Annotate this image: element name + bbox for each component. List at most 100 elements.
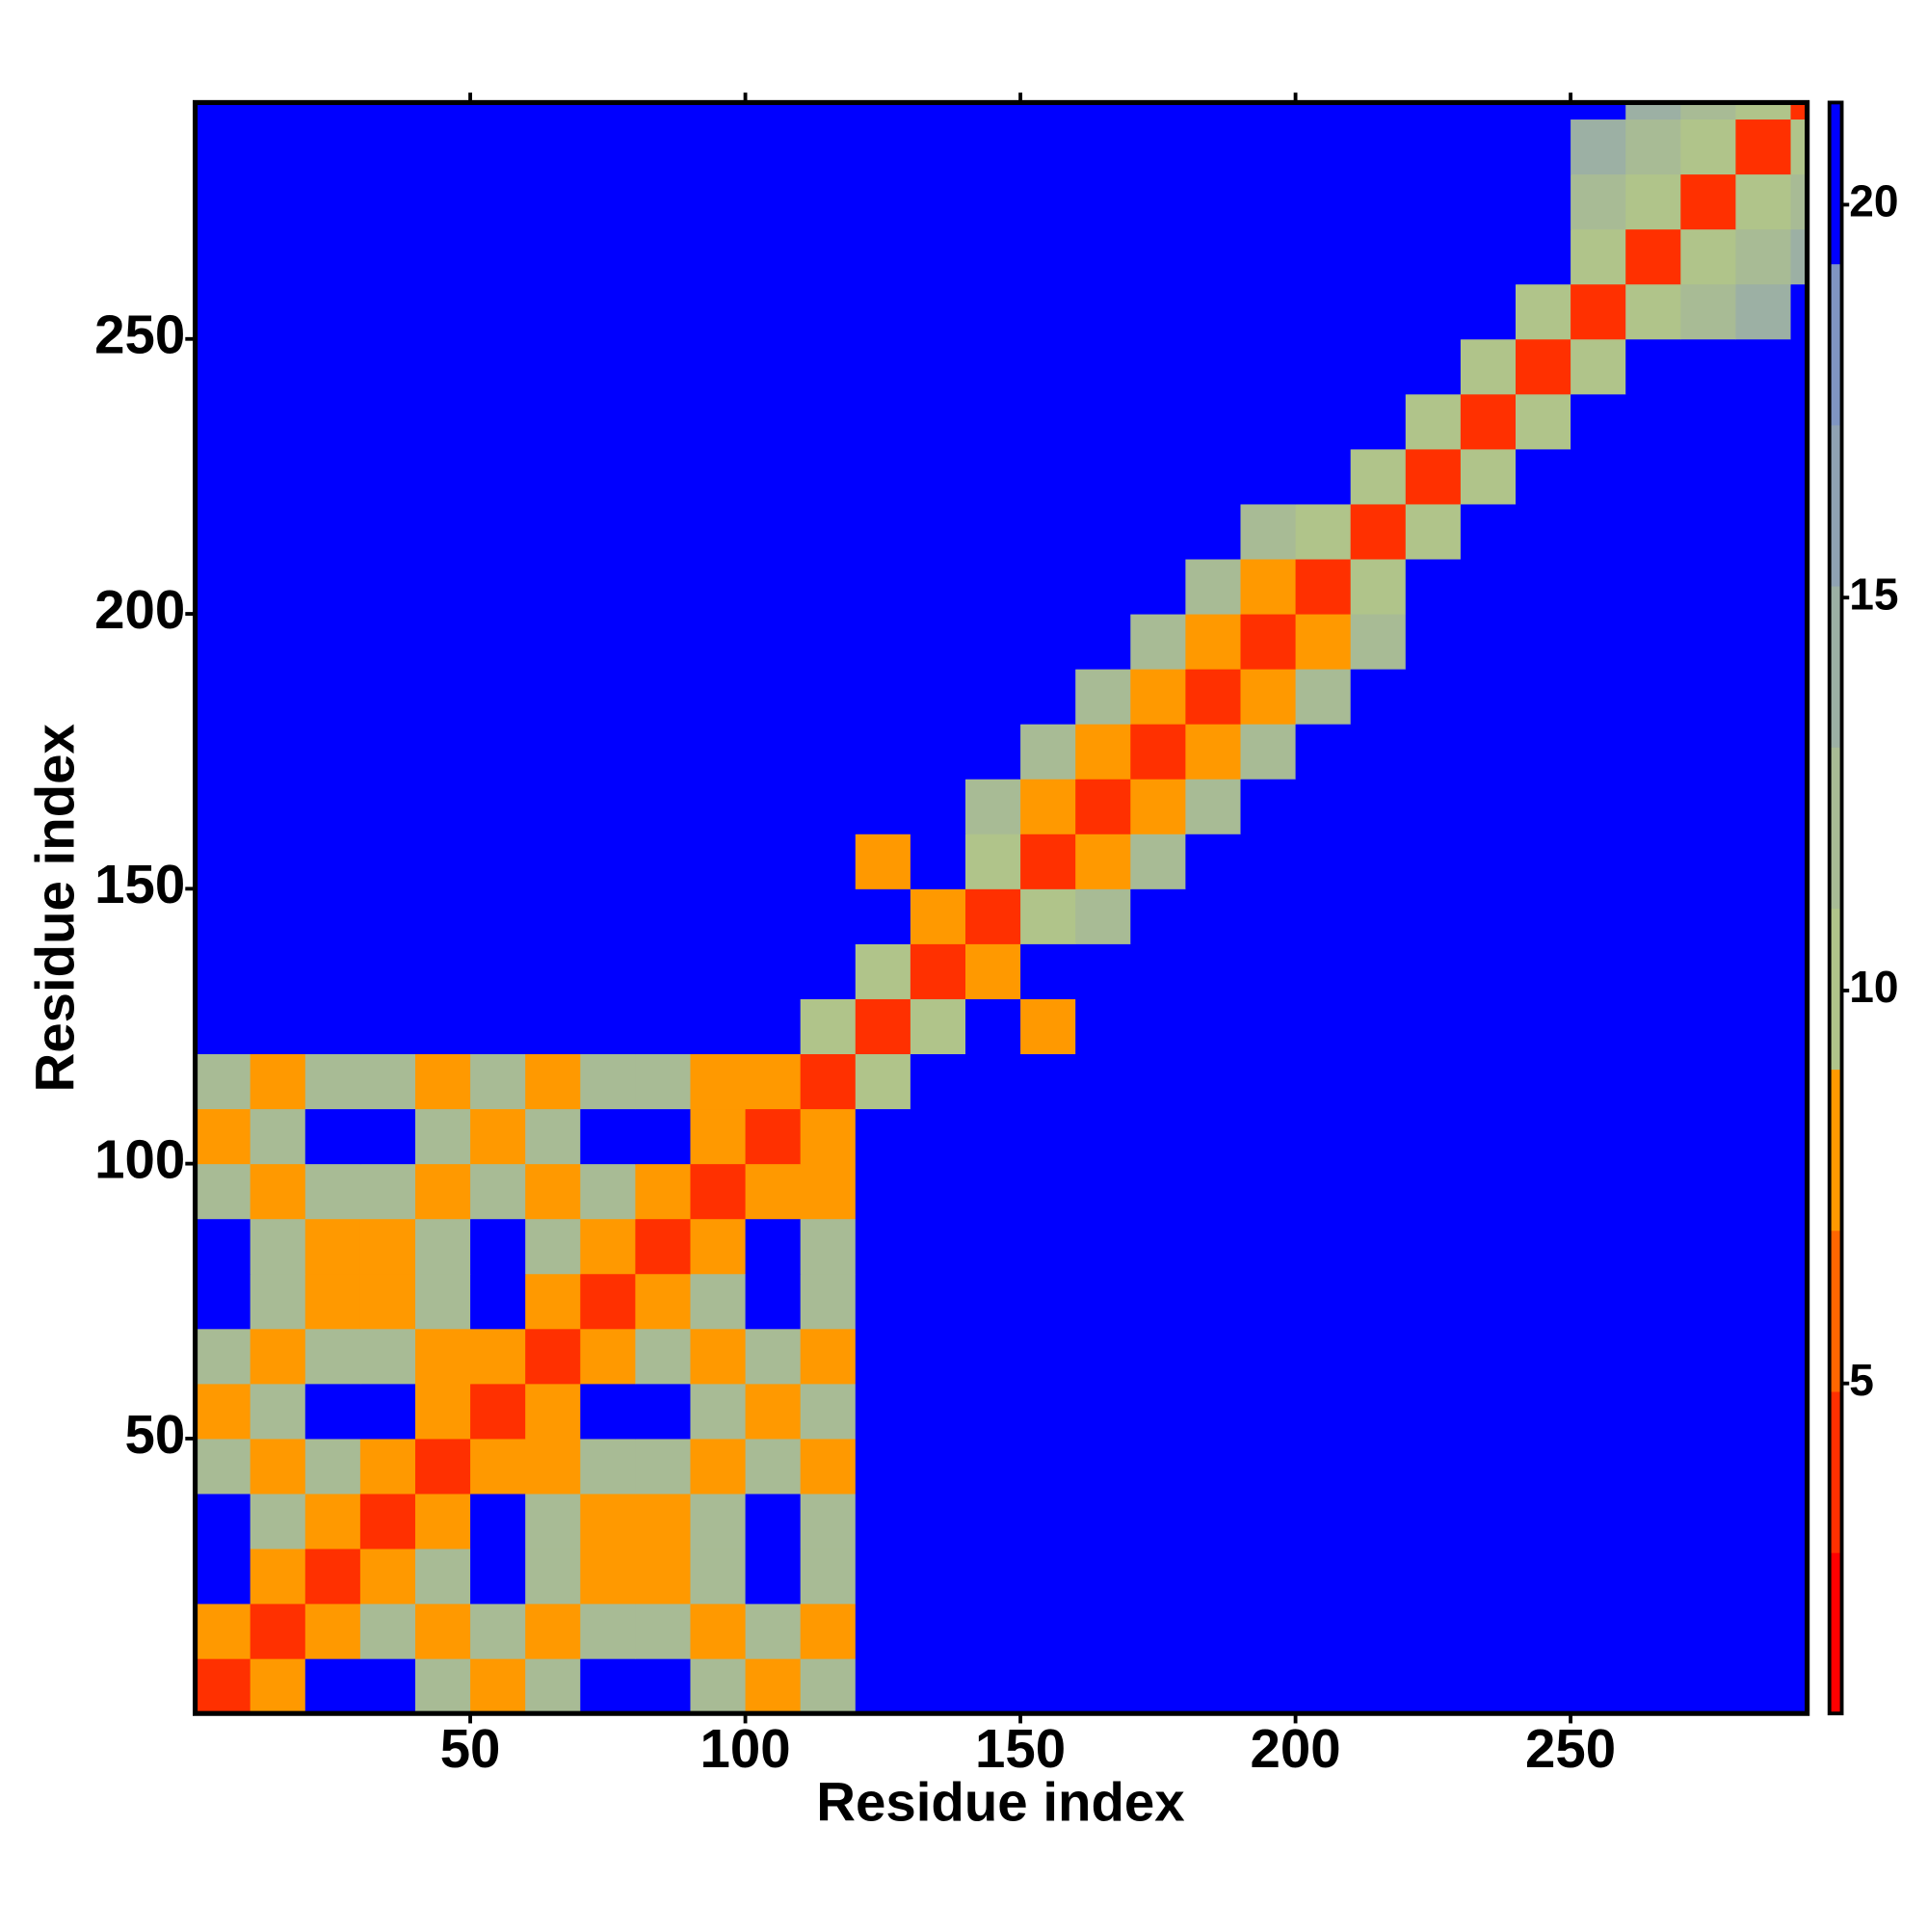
heatmap-cell [635, 614, 691, 670]
heatmap-cell [1790, 558, 1808, 615]
heatmap-cell [1295, 102, 1352, 120]
heatmap-cell [1790, 338, 1808, 395]
heatmap-cell [414, 1548, 471, 1604]
heatmap-cell [1130, 1328, 1186, 1385]
heatmap-cell [580, 1493, 636, 1549]
heatmap-cell [910, 228, 966, 285]
heatmap-cell [1075, 1053, 1131, 1110]
heatmap-cell [690, 228, 747, 285]
heatmap-cell [250, 228, 306, 285]
heatmap-cell [1735, 1328, 1792, 1385]
heatmap-cell [1790, 1108, 1808, 1165]
heatmap-cell [1295, 338, 1352, 395]
heatmap-cell [1075, 888, 1131, 944]
heatmap-cell [359, 1108, 416, 1165]
heatmap-cell [1350, 1053, 1407, 1110]
heatmap-cell [1350, 779, 1407, 834]
heatmap-cell [1516, 834, 1571, 889]
heatmap-cell [1350, 943, 1407, 999]
colorbar-swatch [1829, 424, 1842, 587]
heatmap-cell [1295, 228, 1352, 285]
heatmap-cell [1405, 1493, 1462, 1549]
heatmap-cell [250, 669, 306, 725]
heatmap-cell [635, 283, 691, 340]
heatmap-cell [964, 558, 1021, 615]
heatmap-cell [1350, 888, 1407, 944]
heatmap-cell [1075, 779, 1131, 834]
heatmap-cell [304, 102, 361, 120]
heatmap-cell [800, 119, 857, 175]
heatmap-cell [1460, 1218, 1517, 1275]
heatmap-cell [635, 1218, 691, 1275]
heatmap-cell [800, 1493, 857, 1549]
heatmap-cell [1516, 338, 1571, 395]
heatmap-cell [525, 1218, 581, 1275]
heatmap-cell [1571, 1603, 1626, 1659]
heatmap-cell [414, 1218, 471, 1275]
heatmap-cell [1790, 1273, 1808, 1330]
heatmap-cell [1735, 102, 1792, 120]
heatmap-cell [1735, 1438, 1792, 1495]
heatmap-cell [250, 779, 306, 834]
heatmap-cell [690, 119, 747, 175]
heatmap-cell [1625, 448, 1681, 505]
heatmap-cell [1680, 669, 1736, 725]
heatmap-cell [1185, 779, 1242, 834]
heatmap-cell [195, 724, 251, 780]
heatmap-cell [525, 834, 581, 889]
heatmap-cell [1185, 448, 1242, 505]
heatmap-cell [910, 1163, 966, 1220]
heatmap-cell [635, 448, 691, 505]
heatmap-cell [1460, 779, 1517, 834]
heatmap-cell [304, 173, 361, 230]
heatmap-cell [855, 393, 911, 450]
heatmap-cell [1185, 119, 1242, 175]
heatmap-cell [1405, 779, 1462, 834]
heatmap-cell [250, 283, 306, 340]
heatmap-cell [855, 1053, 911, 1110]
heatmap-cell [1571, 173, 1626, 230]
heatmap-cell [1350, 1218, 1407, 1275]
heatmap-cell [1735, 1053, 1792, 1110]
heatmap-cell [910, 669, 966, 725]
heatmap-cell [855, 834, 911, 889]
heatmap-cell [304, 614, 361, 670]
heatmap-cell [580, 1383, 636, 1440]
heatmap-cell [359, 1163, 416, 1220]
heatmap-cell [1790, 1218, 1808, 1275]
heatmap-cell [1571, 724, 1626, 780]
heatmap-cell [470, 102, 526, 120]
heatmap-cell [1460, 503, 1517, 560]
heatmap-cell [250, 102, 306, 120]
heatmap-cell [800, 1328, 857, 1385]
heatmap-cell [1075, 1548, 1131, 1604]
heatmap-cell [580, 779, 636, 834]
heatmap-cell [1295, 1493, 1352, 1549]
heatmap-cell [1460, 1163, 1517, 1220]
heatmap-cell [690, 448, 747, 505]
heatmap-cell [1571, 503, 1626, 560]
heatmap-cell [1405, 1548, 1462, 1604]
heatmap-cell [1680, 943, 1736, 999]
heatmap-cell [1020, 173, 1076, 230]
heatmap-cell [1075, 558, 1131, 615]
heatmap-cell [1460, 228, 1517, 285]
heatmap-cell [1295, 173, 1352, 230]
heatmap-cell [1020, 1328, 1076, 1385]
heatmap-cell [690, 1493, 747, 1549]
heatmap-cell [964, 1548, 1021, 1604]
heatmap-cell [470, 1493, 526, 1549]
heatmap-cell [635, 724, 691, 780]
heatmap-cell [1075, 998, 1131, 1055]
heatmap-cell [580, 1218, 636, 1275]
heatmap-cell [1516, 669, 1571, 725]
heatmap-cell [1516, 1438, 1571, 1495]
heatmap-cell [304, 888, 361, 944]
heatmap-cell [800, 503, 857, 560]
x-tick-label: 100 [700, 1718, 791, 1779]
heatmap-cell [580, 1548, 636, 1604]
heatmap-cell [1680, 1493, 1736, 1549]
heatmap-cell [1625, 1328, 1681, 1385]
heatmap-cell [1350, 1108, 1407, 1165]
heatmap-cell [470, 1548, 526, 1604]
